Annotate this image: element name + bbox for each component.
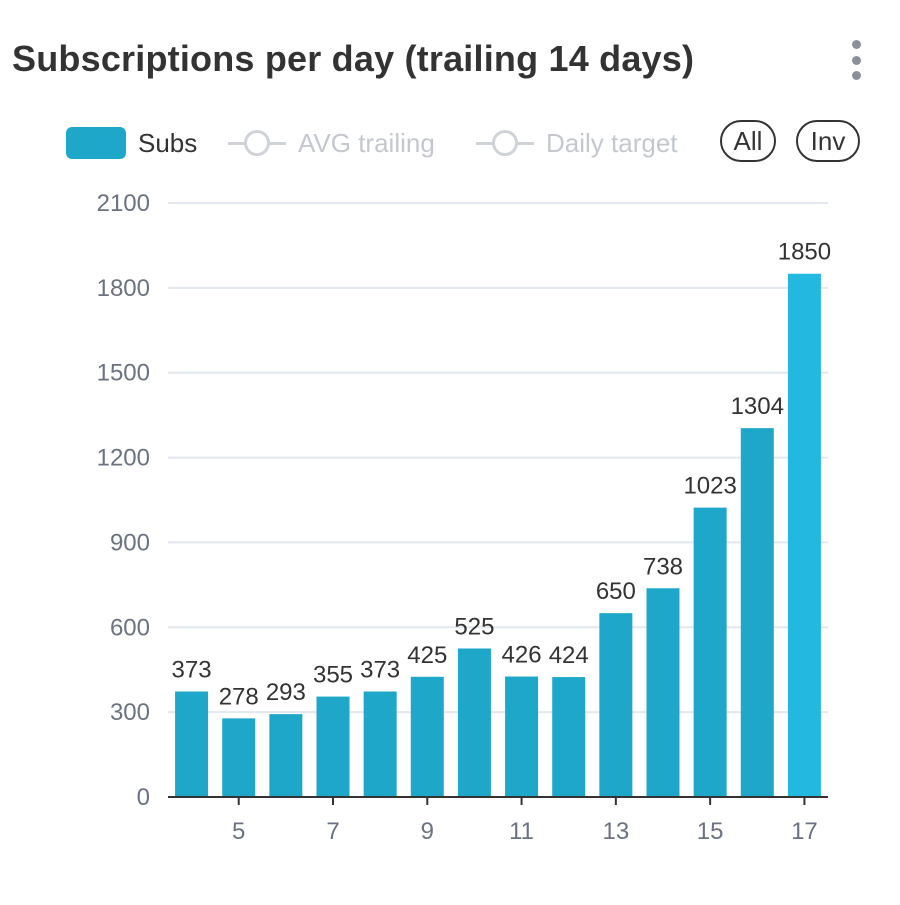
bar-day-11[interactable] [505, 676, 539, 797]
y-tick-label: 600 [110, 614, 150, 641]
bar-day-6[interactable] [269, 714, 303, 797]
bar-day-13[interactable] [599, 613, 633, 797]
y-tick-label: 1200 [97, 445, 150, 472]
data-label: 1850 [778, 239, 831, 266]
legend-label: Subs [138, 127, 198, 158]
y-tick-label: 300 [110, 699, 150, 726]
legend-label: Daily target [546, 127, 678, 158]
more-vertical-icon[interactable] [842, 38, 870, 82]
legend-item-daily-target[interactable]: Daily target [476, 120, 678, 166]
data-label: 525 [454, 614, 494, 641]
data-label: 650 [596, 578, 636, 605]
y-tick-label: 900 [110, 529, 150, 556]
data-label: 426 [502, 642, 542, 669]
y-tick-label: 2100 [97, 190, 150, 217]
bar-day-12[interactable] [552, 677, 586, 797]
x-tick-label: 9 [421, 818, 434, 845]
bar-day-5[interactable] [222, 718, 256, 797]
y-axis: 0 300 600 900 1200 1500 1800 2100 [97, 190, 150, 811]
data-label: 373 [172, 656, 212, 683]
data-label: 425 [407, 642, 447, 669]
data-label: 278 [219, 683, 259, 710]
invert-selection-button[interactable]: Inv [796, 120, 860, 162]
x-tick-label: 7 [326, 818, 339, 845]
legend-swatch-rect-icon [66, 127, 126, 159]
x-tick-label: 5 [232, 818, 245, 845]
x-axis: 5 7 9 11 13 15 17 [168, 796, 828, 845]
bar-day-14[interactable] [646, 588, 680, 797]
grid-lines [168, 202, 828, 714]
x-tick-label: 17 [791, 818, 818, 845]
legend-item-subs[interactable]: Subs [66, 120, 197, 166]
bar-day-17[interactable] [787, 273, 821, 797]
y-tick-label: 1800 [97, 275, 150, 302]
y-tick-label: 1500 [97, 360, 150, 387]
y-tick-label: 0 [137, 784, 150, 811]
legend-label: AVG trailing [298, 127, 435, 158]
data-label: 1304 [731, 393, 784, 420]
chart-legend: Subs AVG trailing Daily target [0, 120, 900, 166]
bar-day-7[interactable] [316, 696, 350, 797]
data-label: 1023 [683, 473, 736, 500]
data-label: 293 [266, 679, 306, 706]
bar-day-9[interactable] [410, 676, 444, 797]
legend-line-circle-icon [228, 127, 286, 159]
bar-series-subs [175, 273, 821, 798]
bar-day-10[interactable] [457, 648, 491, 798]
bar-day-15[interactable] [693, 507, 727, 797]
legend-line-circle-icon [476, 127, 534, 159]
data-labels: 373 278 293 355 373 425 525 426 424 650 738 1023 130… [172, 239, 832, 711]
select-all-button[interactable]: All [720, 120, 776, 162]
x-tick-label: 15 [697, 818, 724, 845]
menu-dot [851, 55, 861, 65]
bar-day-8[interactable] [363, 691, 397, 797]
legend-item-avg-trailing[interactable]: AVG trailing [228, 120, 435, 166]
data-label: 373 [360, 656, 400, 683]
data-label: 355 [313, 662, 353, 689]
bar-day-4[interactable] [175, 691, 209, 797]
x-tick-label: 11 [509, 818, 534, 845]
data-label: 738 [643, 553, 683, 580]
data-label: 424 [549, 642, 589, 669]
x-tick-label: 13 [603, 818, 630, 845]
bar-day-16[interactable] [740, 428, 774, 797]
menu-dot [851, 40, 861, 49]
chart-title: Subscriptions per day (trailing 14 days) [12, 38, 695, 79]
menu-dot [851, 71, 861, 80]
